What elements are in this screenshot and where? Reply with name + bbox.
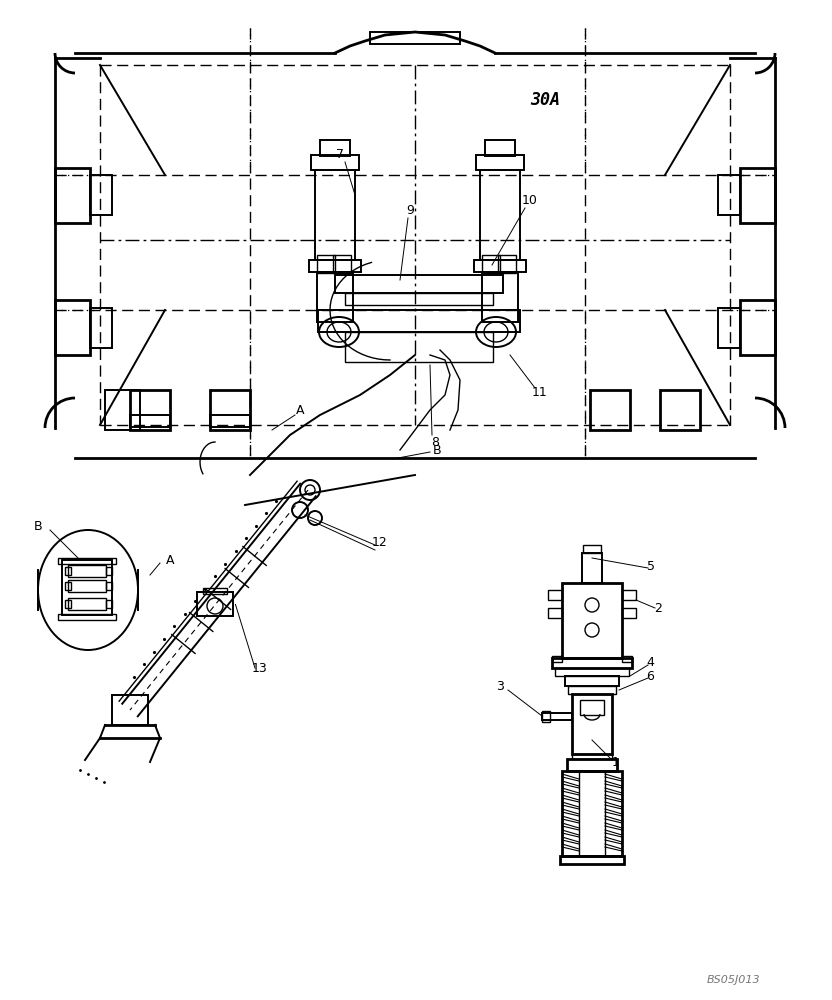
Bar bbox=[90, 175, 112, 215]
Bar bbox=[203, 588, 227, 594]
Bar bbox=[106, 582, 112, 590]
Bar bbox=[567, 759, 617, 771]
Text: 13: 13 bbox=[252, 662, 268, 674]
Text: 2: 2 bbox=[654, 601, 662, 614]
Bar bbox=[320, 140, 350, 156]
Text: 5: 5 bbox=[647, 560, 655, 572]
Text: B: B bbox=[33, 520, 42, 532]
Bar bbox=[542, 713, 572, 720]
Text: 11: 11 bbox=[532, 386, 548, 399]
Bar bbox=[106, 567, 112, 575]
Bar bbox=[317, 255, 335, 273]
Bar bbox=[560, 856, 624, 864]
Bar bbox=[65, 600, 71, 608]
Bar bbox=[572, 694, 612, 754]
Text: BS05J013: BS05J013 bbox=[706, 975, 760, 985]
Bar bbox=[660, 390, 700, 430]
Bar bbox=[345, 332, 493, 362]
Text: 12: 12 bbox=[372, 536, 388, 550]
Text: 1: 1 bbox=[612, 756, 620, 768]
Bar bbox=[590, 390, 630, 430]
Bar bbox=[622, 590, 636, 600]
Text: 7: 7 bbox=[336, 148, 344, 161]
Bar bbox=[370, 32, 460, 44]
Text: A: A bbox=[166, 554, 174, 566]
Bar bbox=[568, 686, 616, 694]
Bar bbox=[90, 308, 112, 348]
Bar bbox=[579, 771, 605, 856]
Bar bbox=[480, 170, 520, 260]
Bar bbox=[335, 275, 503, 293]
Bar bbox=[485, 140, 515, 156]
Bar bbox=[68, 565, 106, 577]
Bar bbox=[476, 155, 524, 170]
Bar bbox=[562, 771, 622, 856]
Bar bbox=[62, 560, 112, 615]
Bar bbox=[580, 700, 604, 715]
Bar bbox=[311, 155, 359, 170]
Bar bbox=[572, 754, 612, 759]
Bar bbox=[68, 580, 106, 592]
Bar bbox=[68, 598, 106, 610]
Bar bbox=[130, 390, 170, 430]
Bar bbox=[582, 553, 602, 583]
Bar bbox=[552, 656, 562, 662]
Text: A: A bbox=[295, 403, 305, 416]
Bar bbox=[318, 310, 520, 332]
Text: 10: 10 bbox=[522, 194, 538, 207]
Bar bbox=[333, 255, 351, 273]
Bar bbox=[197, 592, 233, 616]
Bar bbox=[112, 695, 148, 725]
Bar bbox=[65, 582, 71, 590]
Bar bbox=[562, 583, 622, 658]
Bar bbox=[315, 170, 355, 260]
Bar bbox=[622, 608, 636, 618]
Bar bbox=[552, 658, 632, 668]
Bar bbox=[58, 614, 116, 620]
Bar bbox=[210, 415, 250, 427]
Bar bbox=[482, 255, 500, 273]
Bar bbox=[718, 308, 740, 348]
Bar bbox=[58, 558, 116, 564]
Bar bbox=[583, 545, 601, 553]
Bar bbox=[498, 255, 516, 273]
Bar bbox=[474, 260, 526, 272]
Bar bbox=[105, 390, 140, 430]
Bar bbox=[130, 415, 170, 427]
Bar bbox=[106, 600, 112, 608]
Text: 30A: 30A bbox=[530, 91, 560, 109]
Bar bbox=[542, 711, 550, 722]
Bar bbox=[740, 168, 775, 223]
Bar bbox=[548, 590, 562, 600]
Bar bbox=[718, 175, 740, 215]
Text: 6: 6 bbox=[646, 670, 654, 682]
Bar bbox=[55, 168, 90, 223]
Bar bbox=[309, 260, 361, 272]
Text: 3: 3 bbox=[496, 680, 504, 692]
Bar bbox=[740, 300, 775, 355]
Bar bbox=[555, 668, 629, 676]
Text: 4: 4 bbox=[646, 656, 654, 670]
Bar bbox=[55, 300, 90, 355]
Bar bbox=[345, 293, 493, 305]
Text: 8: 8 bbox=[431, 436, 439, 450]
Bar bbox=[210, 390, 250, 430]
Bar bbox=[65, 567, 71, 575]
Text: B: B bbox=[433, 444, 441, 456]
Text: 9: 9 bbox=[406, 204, 414, 217]
Bar bbox=[482, 272, 518, 322]
Bar bbox=[622, 656, 632, 662]
Bar bbox=[565, 676, 619, 686]
Bar bbox=[317, 272, 353, 322]
Bar bbox=[548, 608, 562, 618]
